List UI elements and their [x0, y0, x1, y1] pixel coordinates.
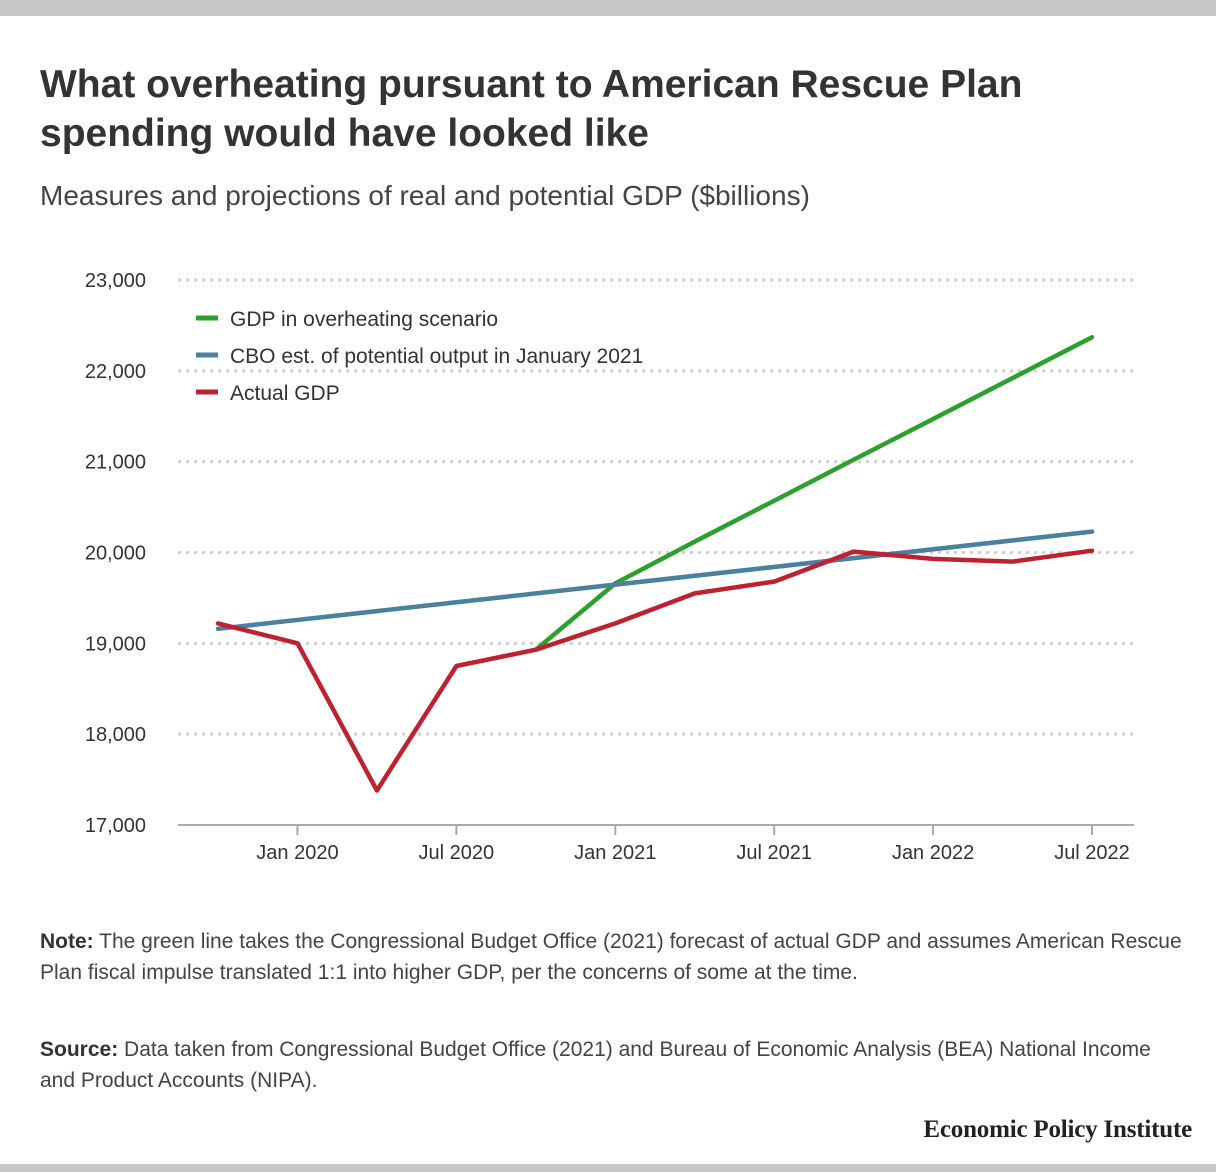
x-tick-label: Jan 2021: [574, 842, 656, 864]
x-tick-label: Jan 2020: [256, 842, 338, 864]
x-tick-label: Jul 2021: [736, 842, 812, 864]
note-label: Note:: [40, 930, 94, 953]
chart-title: What overheating pursuant to American Re…: [40, 63, 1023, 155]
x-axis: Jan 2020 Jul 2020 Jan 2021 Jul 2021 Jan 2022…: [178, 824, 1134, 864]
y-axis-labels: 17,000 18,000 19,000 20,000 21,000 22,000 23,0…: [85, 270, 146, 837]
x-tick-label: Jul 2020: [419, 842, 495, 864]
series-line-actual-gdp: [215, 548, 1095, 793]
y-tick-label: 21,000: [85, 452, 146, 474]
y-tick-label: 23,000: [85, 270, 146, 292]
series-line-cbo-est-of-potential-output-in-january-2021: [215, 529, 1095, 632]
note-body: The green line takes the Congressional B…: [40, 930, 1182, 984]
series-line-gdp-in-overheating-scenario: [533, 334, 1095, 652]
series-lines: [215, 334, 1095, 793]
x-tick-label: Jul 2022: [1054, 842, 1130, 864]
source-body: Data taken from Congressional Budget Off…: [40, 1038, 1151, 1092]
y-tick-label: 22,000: [85, 361, 146, 383]
legend: GDP in overheating scenario CBO est. of p…: [196, 308, 643, 405]
top-border: [0, 0, 1216, 16]
y-tick-label: 17,000: [85, 815, 146, 837]
source-text: Source: Data taken from Congressional Bu…: [40, 1034, 1190, 1096]
legend-label: Actual GDP: [230, 382, 340, 405]
bottom-border: [0, 1164, 1216, 1172]
legend-label: CBO est. of potential output in January …: [230, 345, 643, 368]
y-tick-label: 19,000: [85, 633, 146, 655]
brand-logo: Economic Policy Institute: [923, 1116, 1192, 1143]
legend-label: GDP in overheating scenario: [230, 308, 498, 331]
x-tick-label: Jan 2022: [892, 842, 974, 864]
source-label: Source:: [40, 1038, 119, 1061]
y-tick-label: 20,000: [85, 543, 146, 565]
chart-subtitle: Measures and projections of real and pot…: [40, 180, 810, 211]
line-chart: Jan 2020 Jul 2020 Jan 2021 Jul 2021 Jan 2022…: [85, 270, 1134, 864]
y-tick-label: 18,000: [85, 724, 146, 746]
note-text: Note: The green line takes the Congressi…: [40, 926, 1190, 988]
